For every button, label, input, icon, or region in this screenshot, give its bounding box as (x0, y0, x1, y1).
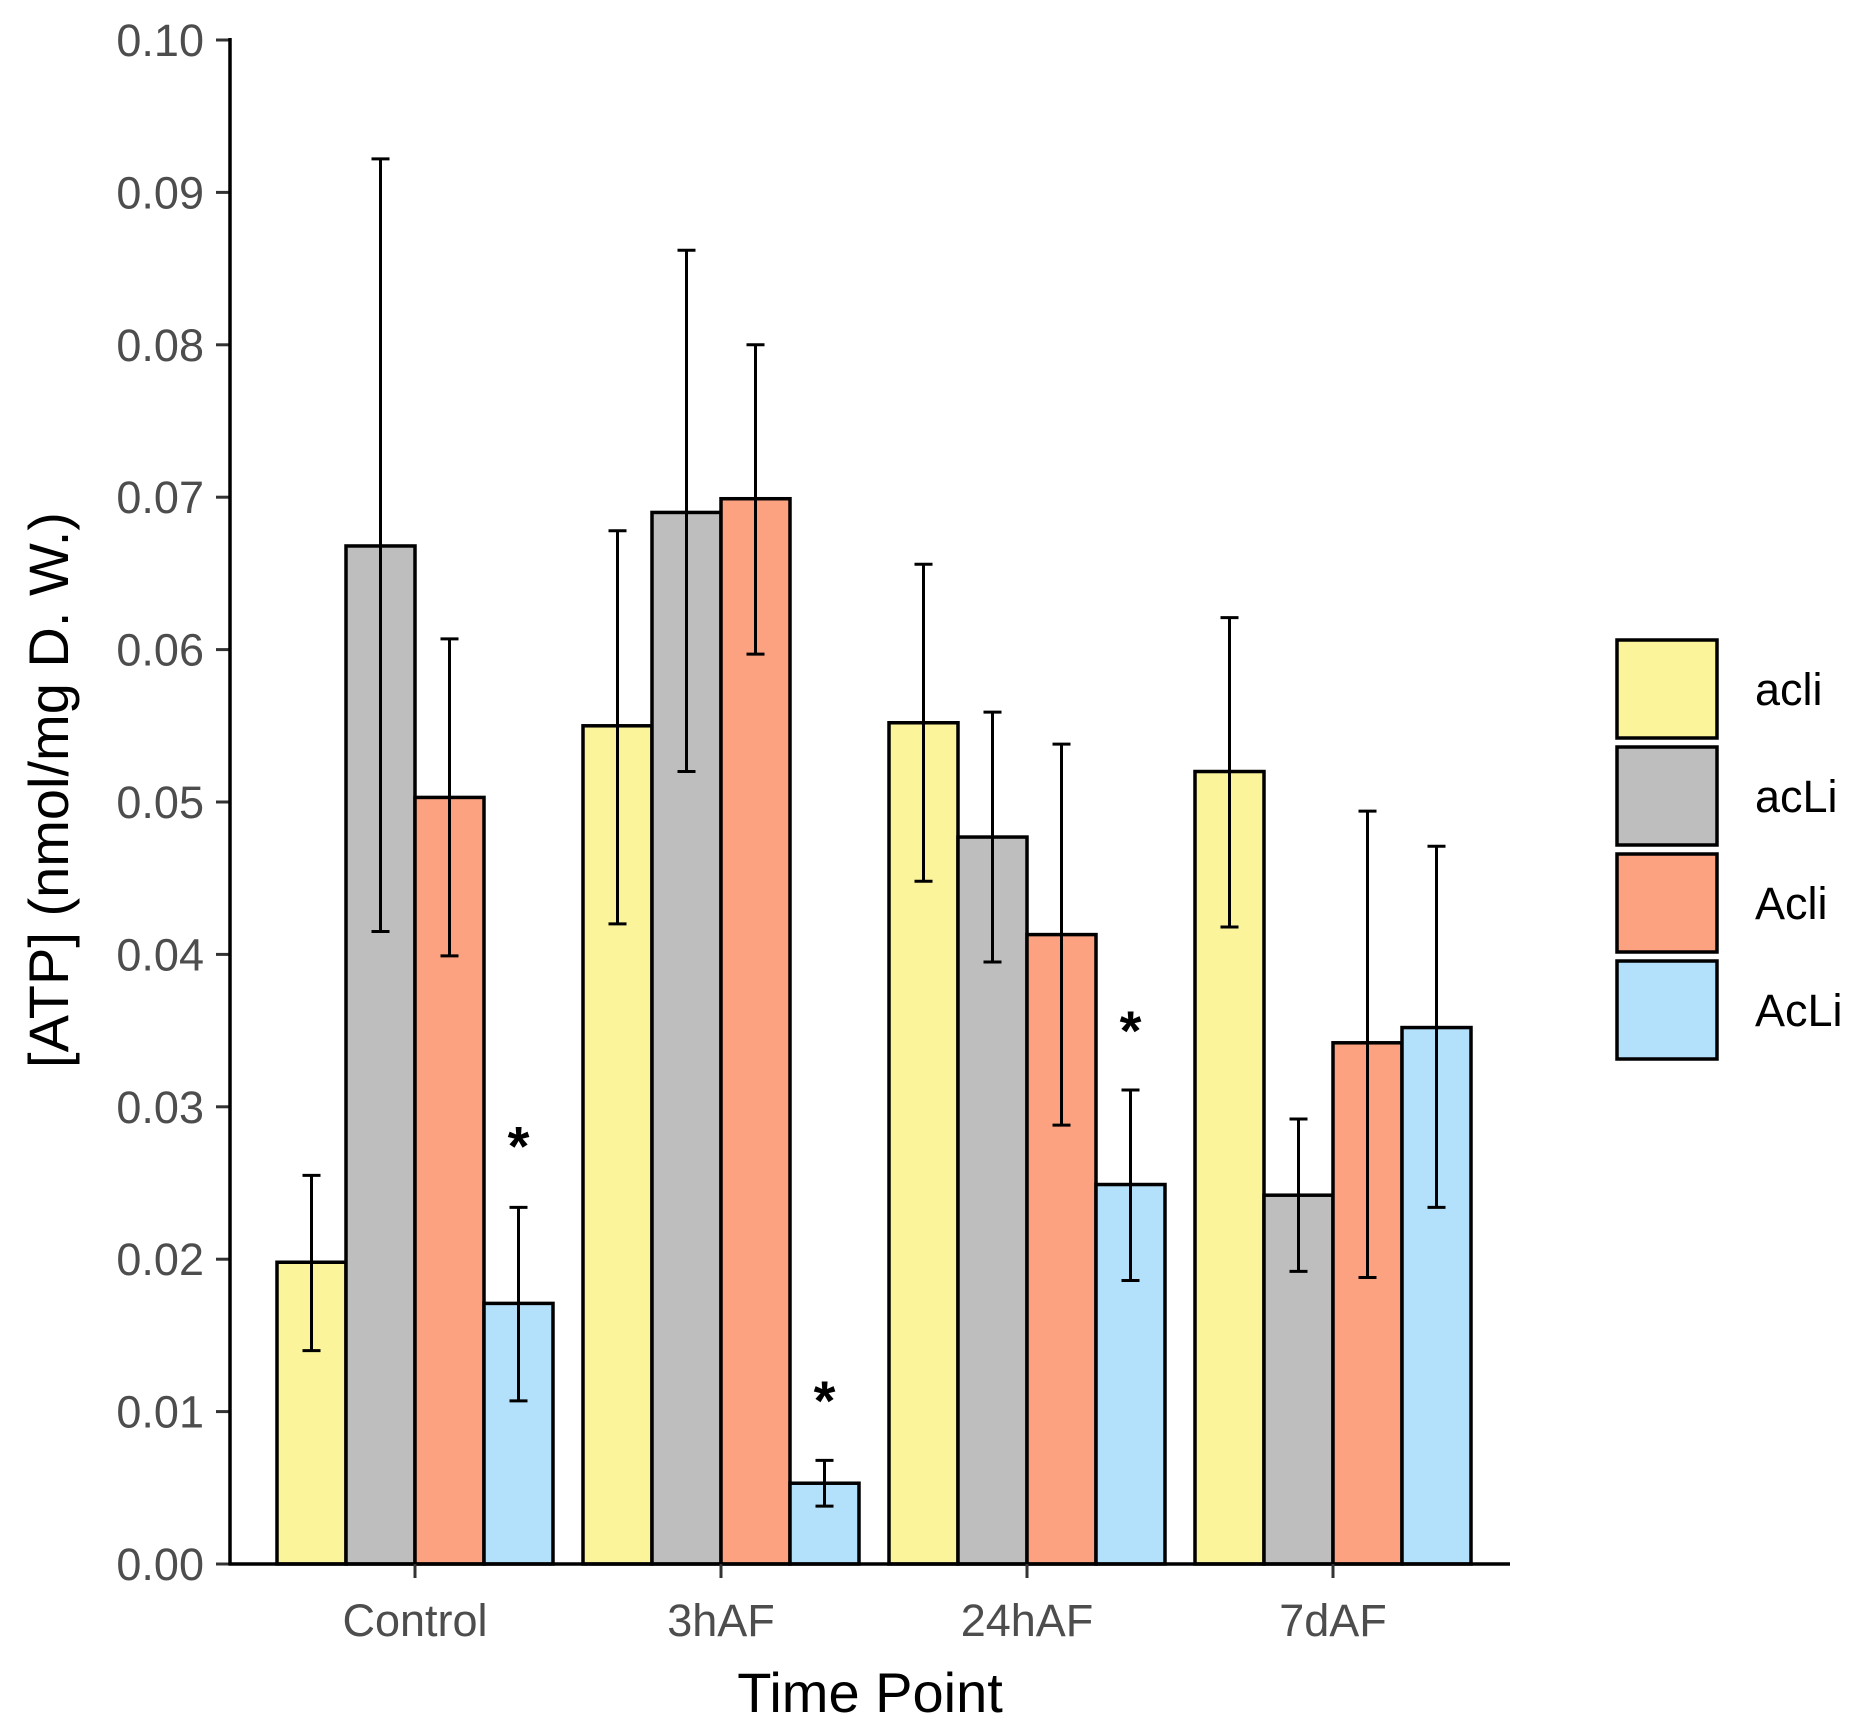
legend-label-acli: acli (1755, 664, 1823, 715)
y-tick-label: 0.07 (116, 472, 204, 523)
y-tick-label: 0.09 (116, 167, 204, 218)
y-tick-label: 0.05 (116, 777, 204, 828)
y-tick-label: 0.03 (116, 1082, 204, 1133)
y-axis-ticks: 0.00 0.01 0.02 0.03 0.04 0.05 0.06 0.07 0.08 0.09… (116, 15, 230, 1590)
bars (275, 496, 1473, 1566)
legend-key-acli (1615, 638, 1719, 740)
x-tick-label: 24hAF (961, 1595, 1094, 1646)
error-bar-acLi-3hAF (677, 248, 696, 774)
error-bar-acli-24hAF (914, 562, 933, 883)
error-bar-Acli-7dAF (1358, 809, 1377, 1279)
error-bar-acLi-24hAF (983, 710, 1002, 964)
significance-star: * (1120, 999, 1142, 1062)
legend-label-Acli: Acli (1755, 878, 1828, 929)
error-bar-AcLi-7dAF (1427, 844, 1446, 1209)
y-tick-label: 0.10 (116, 15, 204, 66)
y-tick-label: 0.00 (116, 1539, 204, 1590)
y-tick-label: 0.06 (116, 625, 204, 676)
significance-annotations: * * * (508, 999, 1142, 1432)
y-axis-title: [ATP] (nmol/mg D. W.) (17, 512, 80, 1068)
y-tick-label: 0.08 (116, 320, 204, 371)
error-bar-acli-7dAF (1220, 616, 1239, 929)
error-bars (302, 157, 1446, 1508)
legend-key-Acli (1615, 852, 1719, 954)
error-bar-Acli-24hAF (1052, 742, 1071, 1127)
axes (228, 38, 1510, 1566)
error-bar-acli-3hAF (608, 529, 627, 926)
legend-key-acLi (1615, 745, 1719, 847)
error-bar-AcLi-Control (509, 1205, 528, 1403)
error-bar-AcLi-3hAF (815, 1458, 834, 1508)
x-tick-label: Control (342, 1595, 487, 1646)
error-bar-Acli-3hAF (746, 343, 765, 656)
legend-label-AcLi: AcLi (1755, 985, 1843, 1036)
error-bar-acLi-Control (371, 157, 390, 934)
y-tick-label: 0.01 (116, 1387, 204, 1438)
legend-key-AcLi (1615, 959, 1719, 1061)
x-axis-title: Time Point (737, 1661, 1003, 1724)
error-bar-acli-Control (302, 1173, 321, 1353)
x-tick-label: 3hAF (667, 1595, 775, 1646)
x-axis-ticks: Control 3hAF 24hAF 7dAF (342, 1564, 1387, 1646)
bar-Acli-3hAF (719, 496, 792, 1566)
legend-label-acLi: acLi (1755, 771, 1838, 822)
y-tick-label: 0.04 (116, 929, 204, 980)
significance-star: * (814, 1369, 836, 1432)
y-tick-label: 0.02 (116, 1234, 204, 1285)
error-bar-acLi-7dAF (1289, 1117, 1308, 1273)
error-bar-Acli-Control (440, 637, 459, 958)
error-bar-AcLi-24hAF (1121, 1088, 1140, 1283)
significance-star: * (508, 1115, 530, 1178)
x-tick-label: 7dAF (1279, 1595, 1387, 1646)
legend: acli acLi Acli AcLi (1615, 638, 1843, 1061)
